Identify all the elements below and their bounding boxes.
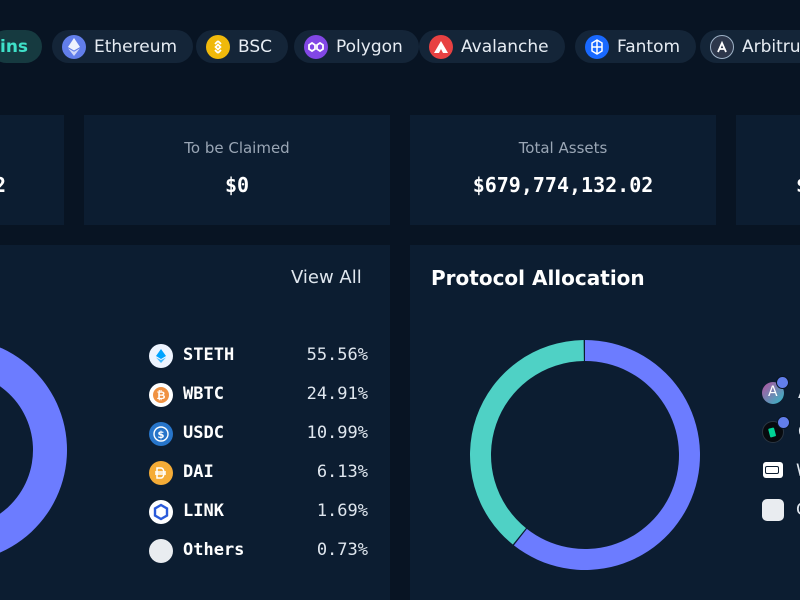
- asset-row-dai[interactable]: DAI 6.13%: [149, 460, 374, 486]
- chain-chip-ethereum[interactable]: Ethereum: [52, 30, 194, 63]
- asset-row-link[interactable]: LINK 1.69%: [149, 499, 374, 525]
- asset-percent: 6.13%: [316, 462, 368, 482]
- stat-label: To be Claimed: [184, 139, 290, 157]
- asset-symbol: USDC: [183, 423, 224, 443]
- chain-chip-label: BSC: [238, 36, 273, 57]
- chain-chip-avalanche[interactable]: Avalanche: [419, 30, 565, 63]
- asset-symbol: DAI: [183, 462, 214, 482]
- protocol-donut-segment-1[interactable]: [470, 340, 584, 545]
- protocol-legend-label: A: [798, 383, 800, 403]
- protocol-donut-segment-0[interactable]: [513, 340, 700, 570]
- asset-symbol: WBTC: [183, 384, 224, 404]
- protocol-allocation-title: Protocol Allocation: [431, 266, 645, 290]
- bsc-icon: [206, 34, 230, 59]
- other-protocol-icon: [762, 499, 784, 521]
- asset-row-wbtc[interactable]: ₿ WBTC 24.91%: [149, 382, 374, 408]
- aave-icon: A: [762, 376, 789, 404]
- stat-value: $679,774,132.02: [472, 173, 654, 197]
- chain-chip-label: Avalanche: [461, 36, 549, 57]
- stat-card-partial-right: $: [736, 115, 800, 225]
- wbtc-icon: ₿: [149, 383, 173, 407]
- asset-symbol: Others: [183, 540, 245, 560]
- asset-percent: 24.91%: [306, 384, 368, 404]
- asset-percent: 55.56%: [306, 345, 368, 365]
- others-icon: [149, 539, 173, 563]
- stat-card-to-be-claimed: To be Claimed $0: [84, 115, 390, 225]
- polygon-icon: [304, 34, 328, 59]
- chain-chip-label: Ethereum: [94, 36, 178, 57]
- view-all-link[interactable]: View All: [291, 267, 362, 288]
- asset-percent: 1.69%: [316, 501, 368, 521]
- avalanche-icon: [429, 34, 453, 59]
- chain-chip-bsc[interactable]: BSC: [196, 30, 289, 63]
- compound-icon: [762, 416, 790, 443]
- chain-chip-label: ins: [0, 36, 29, 57]
- protocol-legend-label: O: [796, 500, 800, 520]
- protocol-donut-chart: [470, 340, 700, 570]
- ethereum-icon: [62, 34, 86, 59]
- chain-chip-polygon[interactable]: Polygon: [294, 30, 419, 63]
- chain-chip-arbitrum[interactable]: Arbitrum: [700, 30, 800, 63]
- dai-icon: [149, 461, 173, 485]
- arbitrum-icon: [710, 34, 734, 59]
- stat-card-partial-left: 2: [0, 115, 64, 225]
- token-donut-chart: [0, 338, 67, 562]
- chain-chip-label: Arbitrum: [742, 36, 800, 57]
- token-donut-segment-0[interactable]: [0, 338, 67, 562]
- stat-card-total-assets: Total Assets $679,774,132.02: [410, 115, 716, 225]
- wallet-icon: [763, 462, 783, 478]
- chain-chip-fantom[interactable]: Fantom: [575, 30, 697, 63]
- token-distribution-panel: [0, 245, 390, 600]
- protocol-legend-label: C: [798, 422, 800, 442]
- asset-symbol: LINK: [183, 501, 224, 521]
- stat-label: Total Assets: [518, 139, 608, 157]
- chain-chip-label: Fantom: [617, 36, 681, 57]
- asset-percent: 10.99%: [306, 423, 368, 443]
- svg-text:$: $: [158, 430, 165, 441]
- usdc-icon: $: [149, 422, 173, 446]
- svg-text:₿: ₿: [157, 389, 166, 402]
- chain-chip-all[interactable]: ins: [0, 30, 42, 63]
- stat-value: $: [796, 173, 800, 197]
- stat-value: $0: [224, 173, 250, 197]
- asset-row-others[interactable]: Others 0.73%: [149, 538, 374, 564]
- link-icon: [149, 500, 173, 524]
- asset-row-steth[interactable]: STETH 55.56%: [149, 343, 374, 369]
- fantom-icon: [585, 34, 609, 59]
- stat-value: 2: [0, 173, 6, 197]
- asset-symbol: STETH: [183, 345, 235, 365]
- chain-filter-bar: ins Ethereum BSC Polygon Avalanche Fanto…: [0, 0, 800, 95]
- asset-percent: 0.73%: [316, 540, 368, 560]
- chain-chip-label: Polygon: [336, 36, 403, 57]
- asset-row-usdc[interactable]: $ USDC 10.99%: [149, 421, 374, 447]
- protocol-legend-label: W: [796, 461, 800, 481]
- steth-icon: [149, 344, 173, 368]
